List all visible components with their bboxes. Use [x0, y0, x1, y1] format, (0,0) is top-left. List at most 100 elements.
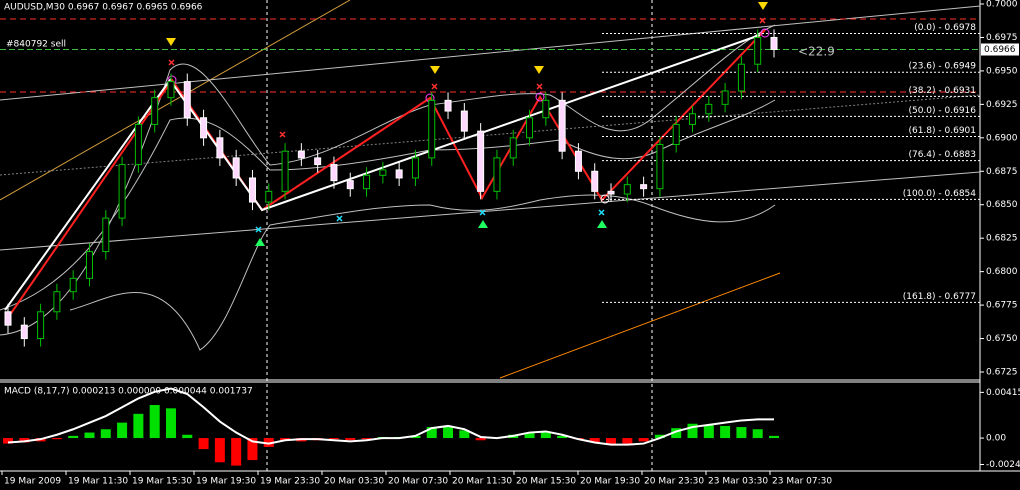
macd-y-tick-label: -0.00240 — [986, 460, 1020, 470]
candle-body — [444, 99, 452, 112]
cross-marks — [168, 17, 766, 138]
candle-body — [493, 157, 501, 192]
macd-bar — [459, 430, 470, 439]
candle-body — [69, 277, 77, 293]
sell-arrow — [534, 66, 544, 74]
fib-label: (38.2) - 0.6931 — [908, 86, 976, 96]
macd-bar — [654, 434, 665, 439]
candle-body — [411, 157, 419, 179]
candle-body — [574, 150, 582, 172]
macd-bar — [165, 408, 176, 439]
buy-arrow — [597, 220, 607, 228]
candle-body — [591, 170, 599, 192]
order-label: #840792 sell — [6, 40, 66, 50]
candle-body — [314, 157, 322, 166]
fib-label: (23.6) - 0.6949 — [908, 62, 976, 72]
x-tick-label: 19 Mar 11:30 — [68, 477, 128, 487]
sell-arrow — [166, 38, 176, 46]
y-tick-label: 0.6850 — [986, 200, 1018, 210]
angle-label: <22.9 — [798, 45, 835, 59]
x-tick-label: 23 Mar 03:30 — [708, 477, 768, 487]
candle-body — [346, 180, 354, 190]
macd-bar — [410, 435, 421, 439]
macd-bar — [687, 423, 698, 439]
macd-bar — [68, 435, 79, 439]
y-tick-label: 0.6975 — [986, 33, 1018, 43]
candle-body — [265, 190, 273, 203]
macd-y-tick-label: 0.00415 — [986, 388, 1020, 398]
candle-body — [200, 117, 208, 139]
macd-bar — [149, 405, 160, 439]
candle-body — [737, 63, 745, 92]
macd-bar — [328, 438, 339, 440]
candle-body — [542, 99, 550, 119]
band-lower — [69, 194, 776, 351]
candle-body — [297, 150, 305, 159]
marker — [600, 194, 610, 204]
candle-body — [689, 113, 697, 125]
macd-title: MACD (8,17,7) 0.000213 0.000000 0.000044… — [4, 387, 253, 397]
x-tick-label: 20 Mar 03:30 — [324, 477, 384, 487]
trend-line — [0, 0, 351, 201]
fib-label: (0.0) - 0.6978 — [914, 23, 976, 33]
candle-body — [118, 164, 126, 219]
y-tick-label: 0.6925 — [986, 100, 1018, 110]
trend-line-white — [4, 34, 761, 311]
macd-line — [7, 387, 774, 446]
candle-body — [151, 97, 159, 125]
x-tick-label: 20 Mar 15:30 — [516, 477, 576, 487]
markers — [167, 17, 770, 233]
macd-bar — [117, 422, 128, 439]
macd-bar — [557, 435, 568, 439]
macd-bar — [736, 427, 747, 439]
macd-bar — [606, 438, 617, 445]
candle-body — [102, 217, 110, 253]
y-tick-label: 0.6875 — [986, 167, 1018, 177]
candle-body — [656, 144, 664, 190]
candle-body — [232, 157, 240, 179]
candle-body — [770, 36, 778, 50]
sell-arrows — [166, 2, 768, 74]
x-tick-label: 19 Mar 15:30 — [132, 477, 192, 487]
buy-arrow — [255, 238, 265, 246]
macd-bar — [345, 438, 356, 441]
y-tick-label: 0.6950 — [986, 66, 1018, 76]
macd-bar — [247, 438, 258, 461]
x-tick-label: 19 Mar 2009 — [4, 477, 61, 487]
x-tick-label: 20 Mar 19:30 — [580, 477, 640, 487]
marker — [535, 92, 545, 102]
candle-body — [395, 169, 403, 179]
marker — [760, 28, 770, 38]
candle-body — [526, 117, 534, 139]
candle-body — [672, 123, 680, 146]
buy-arrow — [478, 220, 488, 228]
macd-bar — [769, 435, 779, 439]
candle-body — [640, 184, 648, 190]
macd-bar — [3, 438, 13, 444]
fib-label: (50.0) - 0.6916 — [908, 106, 976, 116]
macd-bar — [752, 429, 763, 439]
macd-bar — [214, 438, 225, 463]
candle-body — [607, 190, 615, 195]
candle-body — [721, 90, 729, 105]
macd-bar — [638, 438, 649, 442]
candle-body — [460, 110, 468, 132]
macd-bar — [361, 438, 372, 440]
candle-body — [509, 137, 517, 159]
band-upper — [0, 24, 776, 336]
cross-marks — [255, 209, 605, 233]
macd-bar — [589, 438, 600, 443]
candle-body — [379, 169, 387, 176]
macd-bar — [182, 434, 193, 439]
x-tick-label: 20 Mar 23:30 — [644, 477, 704, 487]
candle-body — [477, 130, 485, 192]
macd-bar — [540, 431, 551, 439]
sell-arrow — [430, 66, 440, 74]
y-tick-label: 0.6775 — [986, 301, 1018, 311]
macd-bar — [671, 428, 682, 439]
macd-bar — [426, 427, 437, 439]
price-label: 0.6966 — [984, 45, 1016, 55]
macd-bar — [198, 438, 209, 450]
y-tick-label: 0.6900 — [986, 133, 1018, 143]
fib-label: (76.4) - 0.6883 — [908, 150, 976, 160]
